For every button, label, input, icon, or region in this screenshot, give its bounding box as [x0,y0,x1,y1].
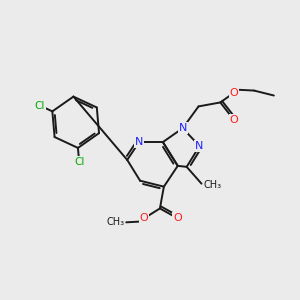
Text: O: O [230,88,239,98]
Text: N: N [195,141,204,151]
Text: O: O [230,115,239,125]
Text: N: N [178,123,187,133]
Text: N: N [135,137,143,147]
Text: CH₃: CH₃ [106,217,124,227]
Text: CH₃: CH₃ [203,180,222,190]
Text: Cl: Cl [74,157,84,167]
Text: Cl: Cl [34,100,45,110]
Text: O: O [140,213,148,224]
Text: O: O [173,213,182,224]
